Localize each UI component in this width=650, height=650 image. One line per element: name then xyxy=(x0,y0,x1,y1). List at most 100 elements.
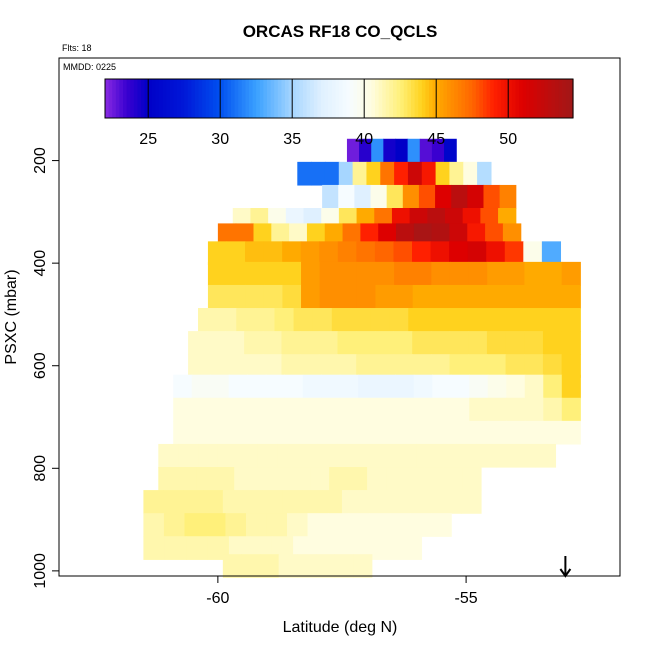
colorbar-segment xyxy=(457,79,462,118)
heatmap-cell xyxy=(449,284,470,309)
heatmap-cell xyxy=(396,443,418,468)
heatmap-cell xyxy=(312,308,333,332)
y-tick-label: 200 xyxy=(32,147,49,174)
heatmap-cell xyxy=(524,261,544,286)
colorbar-segment xyxy=(342,79,347,118)
colorbar-segment xyxy=(479,79,484,118)
heatmap-cell xyxy=(486,331,507,355)
heatmap-cell xyxy=(367,467,387,491)
colorbar-tick-label: 50 xyxy=(499,131,517,148)
y-axis-label: PSXC (mbar) xyxy=(3,269,20,364)
colorbar-tick-label: 40 xyxy=(355,131,373,148)
heatmap-cell xyxy=(561,354,581,378)
colorbar-segment xyxy=(429,79,434,118)
heatmap-cell xyxy=(430,331,451,355)
heatmap-cell xyxy=(328,513,350,537)
heatmap-cell xyxy=(236,308,256,332)
heatmap-cell xyxy=(217,443,239,468)
heatmap-cell xyxy=(186,536,209,560)
heatmap-cell xyxy=(322,490,343,514)
colorbar-segment xyxy=(403,79,408,118)
colorbar-segment xyxy=(382,79,387,118)
heatmap-cell xyxy=(524,420,544,445)
heatmap-cell xyxy=(361,490,383,514)
colorbar-segment xyxy=(360,79,365,118)
heatmap-cell xyxy=(228,374,248,399)
colorbar-segment xyxy=(454,79,459,118)
colorbar-segment xyxy=(540,79,545,118)
heatmap-cell xyxy=(242,490,264,514)
heatmap-cell xyxy=(378,536,401,560)
heatmap-cell xyxy=(486,354,507,378)
heatmap-cell xyxy=(300,331,320,355)
heatmap-cell xyxy=(522,308,543,332)
heatmap-cell xyxy=(277,443,298,468)
heatmap-cell xyxy=(389,308,409,332)
heatmap-cell xyxy=(177,467,197,491)
heatmap-cell xyxy=(405,467,425,491)
heatmap-cell xyxy=(435,161,451,186)
heatmap-cell xyxy=(324,161,340,186)
heatmap-cell xyxy=(359,138,372,163)
heatmap-cell xyxy=(461,490,482,514)
heatmap-cell xyxy=(543,284,563,309)
heatmap-cell xyxy=(244,331,264,355)
heatmap-cell xyxy=(331,308,352,332)
heatmap-cell xyxy=(307,513,329,537)
y-tick-label: 400 xyxy=(32,250,49,277)
heatmap-cell xyxy=(173,374,193,399)
heatmap-cell xyxy=(237,443,259,468)
heatmap-cell xyxy=(524,284,544,309)
heatmap-cell xyxy=(297,443,318,468)
heatmap-cell xyxy=(297,554,317,578)
colorbar-segment xyxy=(173,79,178,118)
heatmap-cell xyxy=(524,397,544,422)
colorbar: 25 30 35 40 45 50 xyxy=(104,78,574,148)
heatmap-cell xyxy=(158,467,178,491)
heatmap-cell xyxy=(228,397,248,422)
heatmap-cell xyxy=(228,420,248,445)
heatmap-cell xyxy=(431,261,451,286)
colorbar-segment xyxy=(569,79,574,118)
colorbar-segment xyxy=(551,79,556,118)
plot-frame xyxy=(58,57,621,577)
colorbar-frame xyxy=(104,78,574,119)
heatmap-cell xyxy=(191,374,211,399)
heatmap-cell xyxy=(339,374,359,399)
heatmap-cell xyxy=(274,308,295,332)
heatmap-cell xyxy=(393,331,413,355)
heatmap-cell xyxy=(188,354,208,378)
heatmap-cell xyxy=(260,554,280,578)
heatmap-cell xyxy=(408,308,428,332)
heatmap-cell xyxy=(486,241,506,266)
colorbar-segment xyxy=(310,79,315,118)
down-arrow-icon xyxy=(559,556,572,578)
heatmap-cell xyxy=(173,397,193,422)
heatmap-cell xyxy=(255,308,276,332)
heatmap-cell xyxy=(265,397,285,422)
colorbar-segment xyxy=(223,79,228,118)
heatmap-cell xyxy=(561,261,581,286)
heatmap-cell xyxy=(284,397,304,422)
heatmap-cell xyxy=(505,284,526,309)
colorbar-segment xyxy=(277,79,282,118)
heatmap-cell xyxy=(401,490,423,514)
colorbar-tick-label: 25 xyxy=(139,131,157,148)
heatmap-cell xyxy=(253,467,273,491)
colorbar-segment xyxy=(447,79,452,118)
heatmap-cell xyxy=(483,184,501,209)
heatmap-cell xyxy=(324,223,344,248)
heatmap-cell xyxy=(321,374,341,399)
heatmap-cell xyxy=(487,397,507,422)
heatmap-cell xyxy=(215,467,235,491)
colorbar-segment xyxy=(267,79,272,118)
heatmap-cell xyxy=(228,536,251,560)
colorbar-segment xyxy=(295,79,300,118)
heatmap-cell xyxy=(561,374,581,399)
heatmap-cell xyxy=(247,397,267,422)
heatmap-cell xyxy=(287,513,309,537)
heatmap-cell xyxy=(561,308,581,332)
colorbar-segment xyxy=(292,79,297,118)
colorbar-segment xyxy=(137,79,142,118)
